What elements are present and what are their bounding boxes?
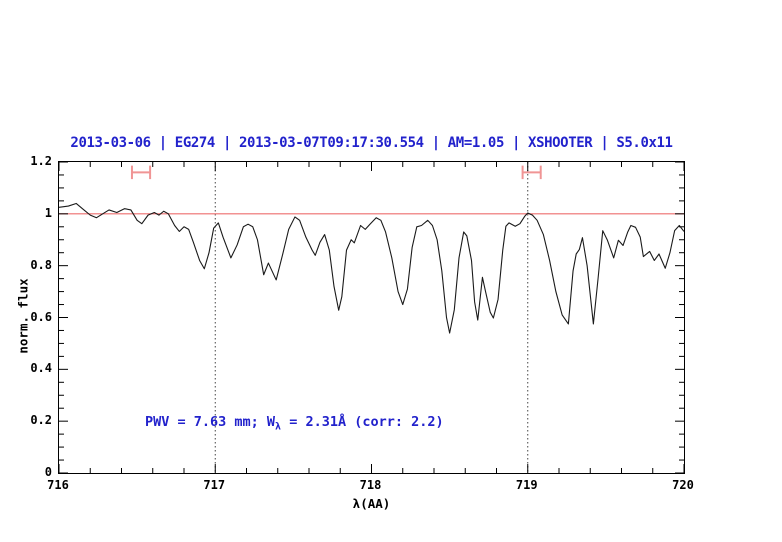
y-tick-label: 1 [44,205,52,220]
x-tick-label: 719 [515,478,538,492]
x-tick-label: 717 [203,478,226,492]
x-tick-label: 716 [47,478,69,492]
x-axis-label: λ(AA) [352,496,391,511]
y-tick-label: 0.2 [30,413,52,428]
plot-title: 2013-03-06 | EG274 | 2013-03-07T09:17:30… [70,135,673,151]
pwv-annotation-lambda-subscript: λ [275,421,282,433]
y-tick-label: 0 [44,465,52,479]
pwv-annotation: PWV = 7.63 mm; Wλ = 2.31Å (corr: 2.2) [145,414,444,433]
y-tick-label: 1.2 [30,154,52,168]
y-tick-label: 0.8 [30,257,52,272]
pwv-annotation-prefix: PWV = 7.63 mm; W [145,414,276,430]
y-tick-label: 0.4 [30,361,52,376]
spectrum-plot [59,162,684,473]
spectrum-line [59,202,684,334]
x-tick-label: 720 [672,478,694,492]
pwv-annotation-suffix: = 2.31Å (corr: 2.2) [281,414,444,430]
x-tick-label: 718 [359,478,382,492]
plot-frame: PWV = 7.63 mm; Wλ = 2.31Å (corr: 2.2) [58,161,685,474]
y-tick-label: 0.6 [30,309,52,324]
